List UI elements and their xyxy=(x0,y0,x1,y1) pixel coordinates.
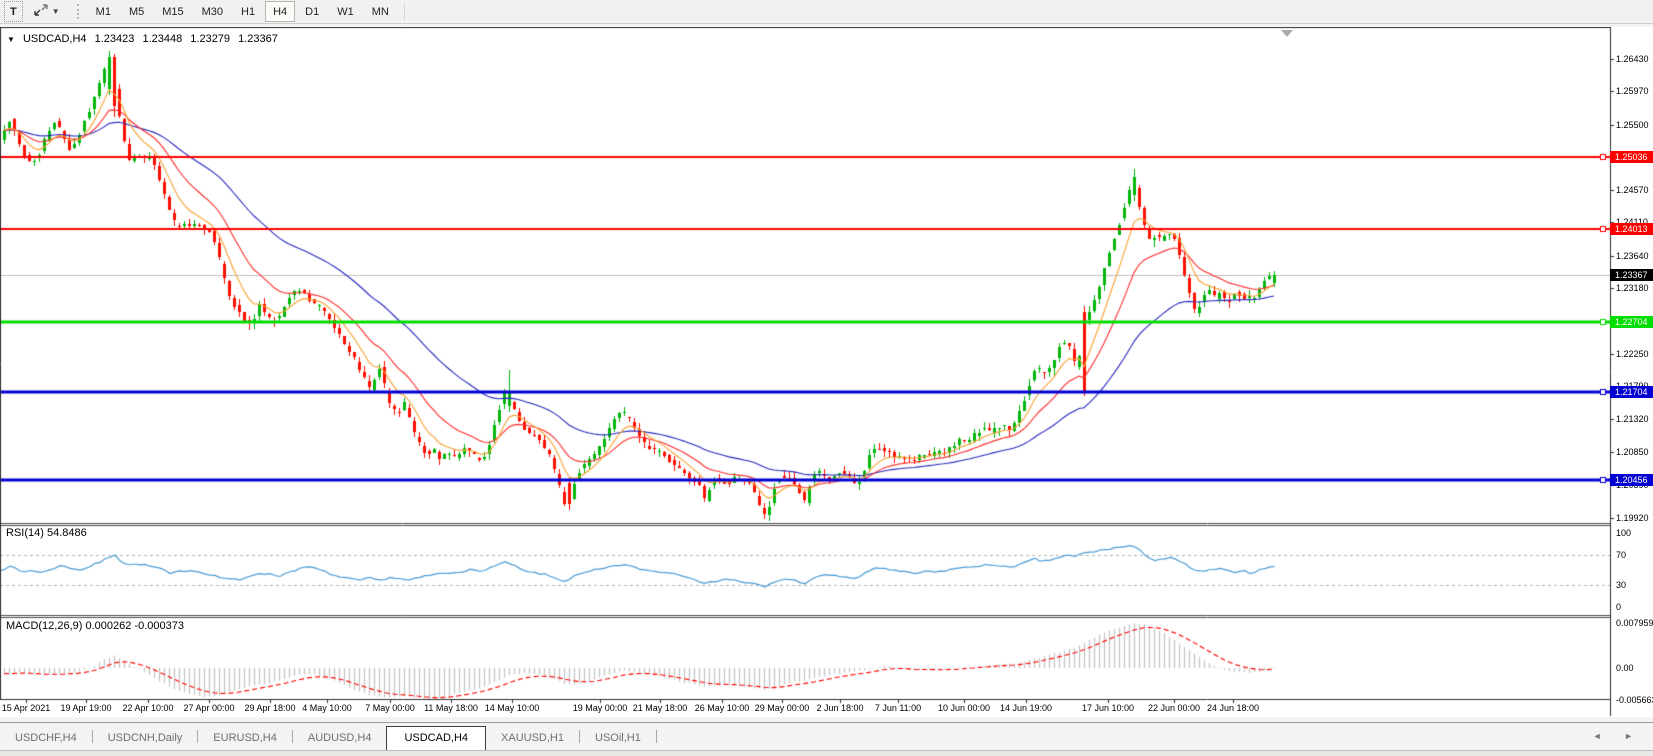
chevron-down-icon: ▼ xyxy=(51,7,60,16)
text-tool-button[interactable]: T xyxy=(4,1,23,22)
time-axis-label: 17 Jun 10:00 xyxy=(1081,703,1135,713)
timeframe-button-M30[interactable]: M30 xyxy=(201,5,224,18)
price-tick: 1.23640 xyxy=(1616,250,1649,261)
time-axis-label: 19 May 00:00 xyxy=(572,703,628,713)
arrows-tool-icon xyxy=(33,3,49,20)
time-axis-label: 21 May 18:00 xyxy=(632,703,688,713)
time-axis-label: 22 Apr 10:00 xyxy=(122,703,174,713)
time-axis-label: 19 Apr 19:00 xyxy=(60,703,112,713)
chart-title: ▼ USDCAD,H4 1.23423 1.23448 1.23279 1.23… xyxy=(7,33,283,45)
macd-tick: 0.007959 xyxy=(1616,618,1653,628)
time-axis-label: 29 Apr 18:00 xyxy=(244,703,296,713)
tab-usdcnh-daily[interactable]: USDCNH,Daily xyxy=(107,732,183,744)
tab-usdcad-h4[interactable]: USDCAD,H4 xyxy=(386,726,487,751)
rsi-tick: 100 xyxy=(1616,528,1632,538)
timeframe-button-H4[interactable]: H4 xyxy=(265,1,296,22)
tab-scroll-arrows: ◄ ► xyxy=(1593,731,1643,741)
tab-scroll-left-icon[interactable]: ◄ xyxy=(1592,731,1612,741)
time-axis-label: 7 Jun 11:00 xyxy=(874,703,922,713)
timeframe-button-M5[interactable]: M5 xyxy=(128,5,145,18)
symbol-expander-icon[interactable]: ▼ xyxy=(7,35,15,44)
top-toolbar: T ▼ M1 M5 M15 M30 H1 H4 D1 W1 MN xyxy=(0,0,1653,24)
toolbar-separator xyxy=(403,3,405,20)
tab-usoil-h1[interactable]: USOil,H1 xyxy=(595,732,641,744)
timeframe-button-M15[interactable]: M15 xyxy=(162,5,184,18)
macd-tick: -0.005663 xyxy=(1616,695,1653,706)
tab-usdchf-h4[interactable]: USDCHF,H4 xyxy=(15,732,77,744)
level-price-tag: 1.21704 xyxy=(1610,386,1653,399)
level-price-tag: 1.20456 xyxy=(1610,473,1653,486)
time-axis-label: 29 May 00:00 xyxy=(754,703,810,713)
toolbar-grip xyxy=(76,4,79,19)
status-bar xyxy=(0,750,1653,756)
macd-label: MACD(12,26,9) 0.000262 -0.000373 xyxy=(6,620,184,632)
level-price-tag: 1.24013 xyxy=(1610,223,1653,236)
time-axis-label: 11 May 18:00 xyxy=(424,703,478,713)
ohlc-close: 1.23367 xyxy=(238,33,278,45)
symbol-tab-bar: USDCHF,H4 USDCNH,Daily EURUSD,H4 AUDUSD,H4 U… xyxy=(0,722,1653,751)
ohlc-high: 1.23448 xyxy=(142,33,183,45)
time-axis-label: 14 May 10:00 xyxy=(484,703,540,713)
price-tick: 1.22250 xyxy=(1616,348,1649,359)
time-axis-label: 7 May 00:00 xyxy=(365,703,415,713)
time-axis-label: 26 May 10:00 xyxy=(694,703,750,713)
chart-shift-marker[interactable] xyxy=(1281,30,1293,37)
tab-divider xyxy=(579,730,580,743)
time-axis-label: 24 Jun 18:00 xyxy=(1206,703,1260,713)
price-tick: 1.21790 xyxy=(1616,381,1649,391)
time-axis-label: 15 Apr 2021 xyxy=(1,703,51,713)
time-axis-label: 2 Jun 18:00 xyxy=(816,703,864,713)
chart-canvas[interactable] xyxy=(0,27,1653,717)
macd-tick: 0.00 xyxy=(1616,663,1634,673)
price-tick: 1.21320 xyxy=(1616,414,1649,425)
ohlc-low: 1.23279 xyxy=(190,33,231,45)
timeframe-button-M1[interactable]: M1 xyxy=(95,5,111,18)
price-tick: 1.25970 xyxy=(1616,86,1649,97)
tab-divider xyxy=(91,730,93,743)
time-axis-label: 22 Jun 00:00 xyxy=(1147,703,1201,713)
current-price-tag: 1.23367 xyxy=(1610,268,1653,281)
price-tick: 1.25500 xyxy=(1616,119,1649,130)
timeframe-button-H1[interactable]: H1 xyxy=(241,5,256,18)
tab-divider xyxy=(655,730,657,743)
rsi-tick: 30 xyxy=(1616,579,1627,590)
rsi-tick: 70 xyxy=(1616,550,1627,561)
rsi-label: RSI(14) 54.8486 xyxy=(6,527,87,539)
rsi-tick: 0 xyxy=(1616,602,1622,612)
tab-audusd-h4[interactable]: AUDUSD,H4 xyxy=(307,732,372,744)
time-axis-label: 14 Jun 19:00 xyxy=(999,703,1053,713)
time-axis-label: 4 May 10:00 xyxy=(302,703,352,713)
price-tick: 1.23180 xyxy=(1616,283,1649,294)
timeframe-button-D1[interactable]: D1 xyxy=(305,5,320,18)
timeframe-button-W1[interactable]: W1 xyxy=(337,5,354,18)
tab-divider xyxy=(197,730,199,743)
level-price-tag: 1.22704 xyxy=(1610,315,1653,328)
level-price-tag: 1.25036 xyxy=(1610,151,1653,164)
price-tick: 1.24570 xyxy=(1616,185,1649,196)
timeframe-buttons: M1 M5 M15 M30 H1 H4 D1 W1 MN xyxy=(87,1,398,22)
tab-divider xyxy=(291,730,293,743)
tab-xauusd-h1[interactable]: XAUUSD,H1 xyxy=(501,732,564,744)
time-axis-label: 10 Jun 00:00 xyxy=(937,703,991,713)
tab-eurusd-h4[interactable]: EURUSD,H4 xyxy=(213,732,277,744)
time-axis-label: 27 Apr 00:00 xyxy=(183,703,235,713)
ohlc-open: 1.23423 xyxy=(94,33,135,45)
tab-scroll-right-icon[interactable]: ► xyxy=(1624,731,1643,741)
arrow-objects-button[interactable]: ▼ xyxy=(25,1,68,22)
price-tick: 1.26430 xyxy=(1616,54,1649,64)
timeframe-button-MN[interactable]: MN xyxy=(371,5,389,18)
price-tick: 1.19920 xyxy=(1616,512,1649,523)
chart-symbol: USDCAD,H4 xyxy=(22,33,87,45)
price-tick: 1.20850 xyxy=(1616,447,1649,458)
price-tick: 1.24110 xyxy=(1616,217,1648,227)
